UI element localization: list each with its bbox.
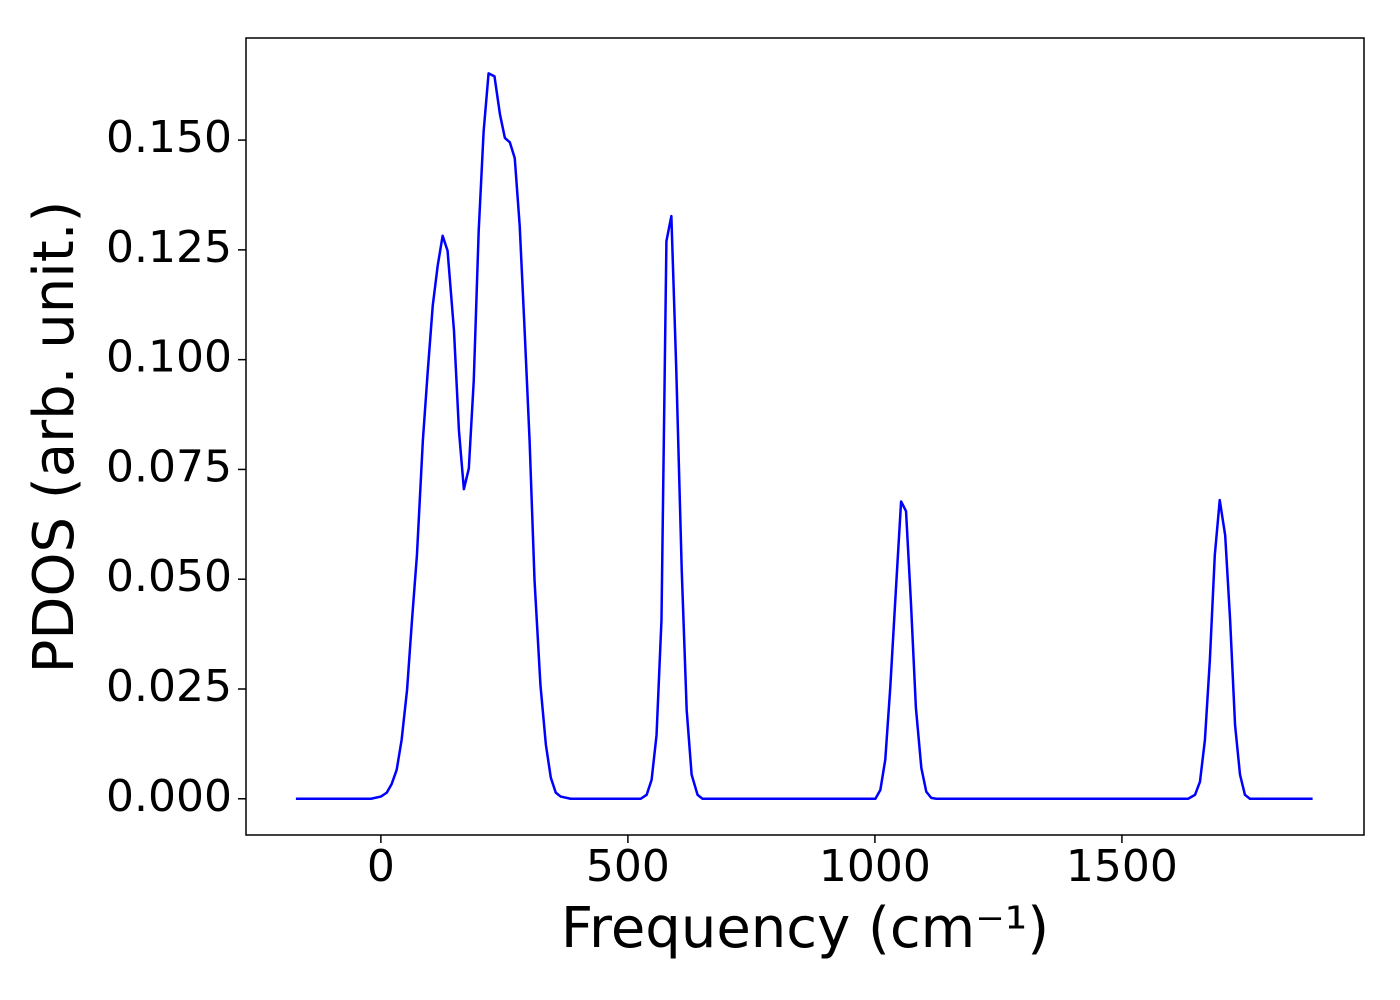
x-tick-label: 500 [586,841,670,892]
plot-frame [245,37,1365,836]
y-tick-label: 0.100 [106,332,232,383]
x-tick-label: 1500 [1066,841,1178,892]
y-tick-label: 0.050 [106,551,232,602]
y-tick-label: 0.000 [106,771,232,822]
y-tick-label: 0.025 [106,661,232,712]
x-tick-label: 0 [367,841,395,892]
y-tick-label: 0.150 [106,112,232,163]
y-axis-label: PDOS (arb. unit.) [22,201,87,674]
x-axis-label: Frequency (cm⁻¹) [561,896,1049,961]
line-series [295,72,1313,801]
y-tick-label: 0.075 [106,441,232,492]
y-tick-label: 0.125 [106,222,232,273]
x-tick-label: 1000 [819,841,931,892]
